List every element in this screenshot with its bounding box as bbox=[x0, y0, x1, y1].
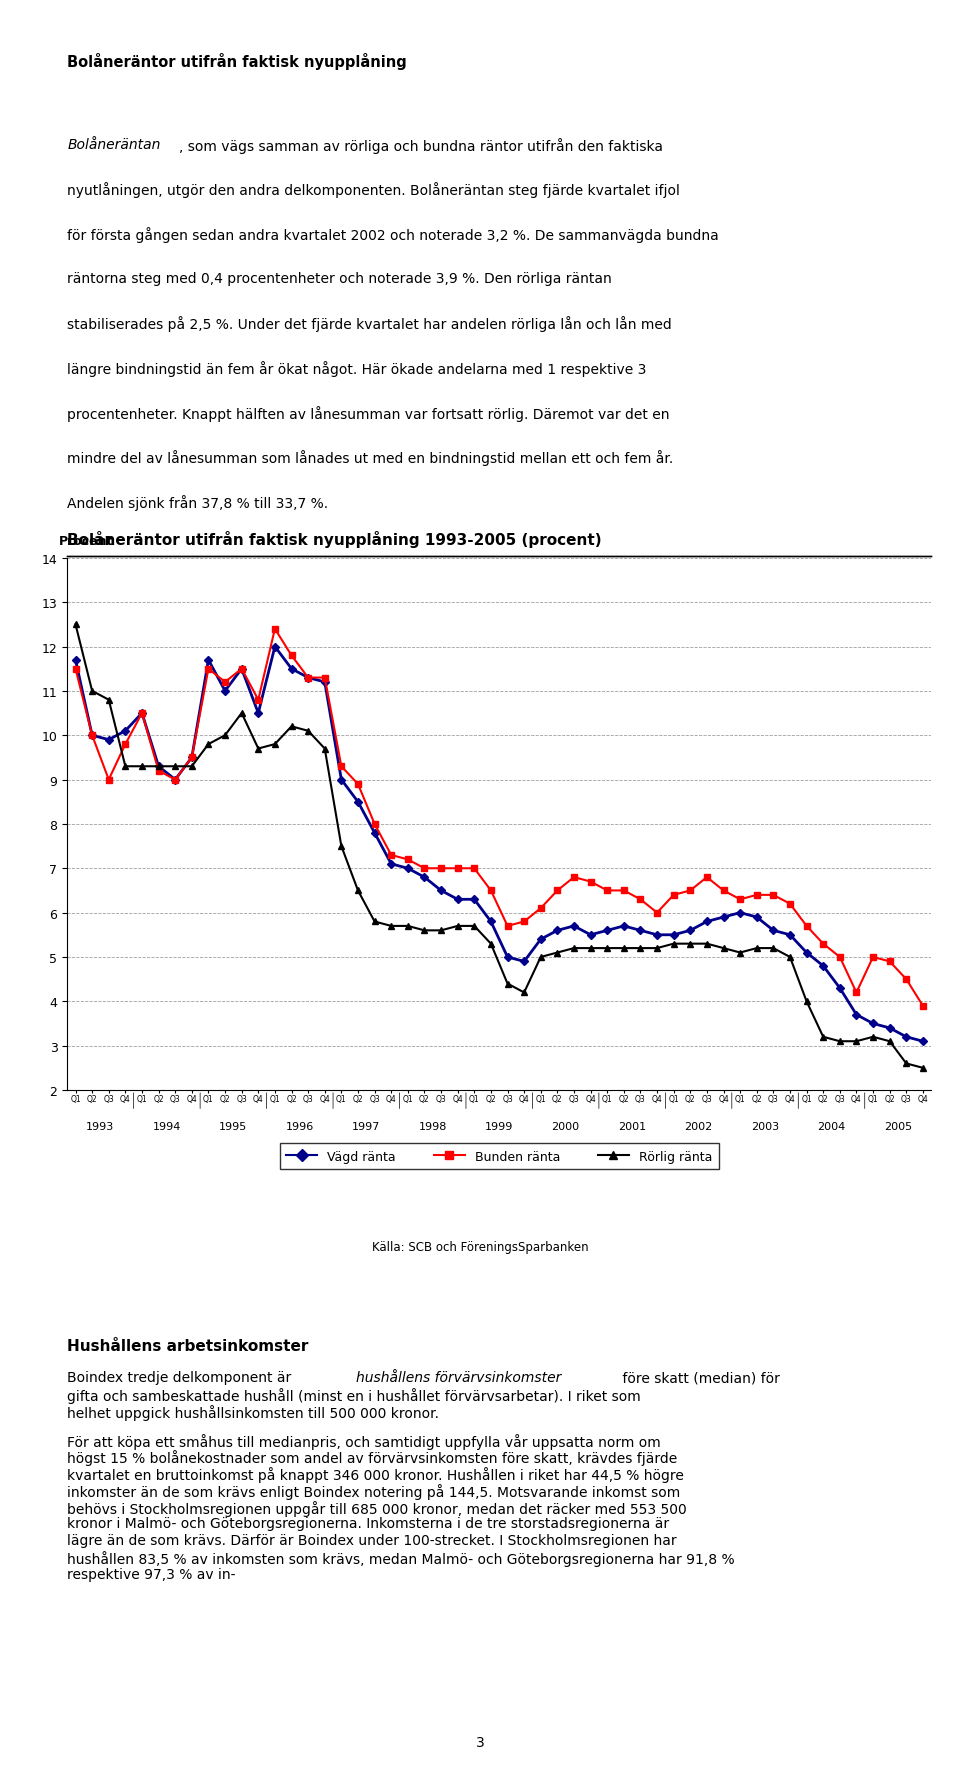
Text: 1997: 1997 bbox=[352, 1121, 380, 1131]
Bunden ränta bbox=[867, 947, 878, 968]
Text: Boindex tredje delkomponent är: Boindex tredje delkomponent är bbox=[67, 1371, 296, 1385]
Text: 1998: 1998 bbox=[419, 1121, 447, 1131]
Vägd ränta bbox=[485, 911, 496, 933]
Text: 2001: 2001 bbox=[618, 1121, 646, 1131]
Text: före skatt (median) för: före skatt (median) för bbox=[617, 1371, 780, 1385]
Text: 2000: 2000 bbox=[552, 1121, 580, 1131]
Text: Hushållens arbetsinkomster: Hushållens arbetsinkomster bbox=[67, 1339, 308, 1353]
Text: räntorna steg med 0,4 procentenheter och noterade 3,9 %. Den rörliga räntan: räntorna steg med 0,4 procentenheter och… bbox=[67, 271, 612, 285]
Text: 2003: 2003 bbox=[751, 1121, 780, 1131]
Vägd ränta bbox=[635, 920, 646, 941]
Text: 3: 3 bbox=[475, 1736, 485, 1750]
Text: inkomster än de som krävs enligt Boindex notering på 144,5. Motsvarande inkomst : inkomster än de som krävs enligt Boindex… bbox=[67, 1482, 681, 1498]
Text: helhet uppgick hushållsinkomsten till 500 000 kronor.: helhet uppgick hushållsinkomsten till 50… bbox=[67, 1404, 439, 1420]
Rörlig ränta bbox=[917, 1057, 928, 1078]
Text: behövs i Stockholmsregionen uppgår till 685 000 kronor, medan det räcker med 553: behövs i Stockholmsregionen uppgår till … bbox=[67, 1500, 687, 1516]
Rörlig ränta bbox=[369, 911, 380, 933]
Text: 2005: 2005 bbox=[884, 1121, 912, 1131]
Text: 2004: 2004 bbox=[817, 1121, 846, 1131]
Text: lägre än de som krävs. Därför är Boindex under 100-strecket. I Stockholmsregione: lägre än de som krävs. Därför är Boindex… bbox=[67, 1534, 677, 1548]
Text: hushållens förvärvsinkomster: hushållens förvärvsinkomster bbox=[356, 1371, 562, 1385]
Bunden ränta bbox=[70, 660, 82, 681]
Line: Rörlig ränta: Rörlig ränta bbox=[73, 622, 925, 1071]
Text: respektive 97,3 % av in-: respektive 97,3 % av in- bbox=[67, 1567, 236, 1582]
Text: hushållen 83,5 % av inkomsten som krävs, medan Malmö- och Göteborgsregionerna ha: hushållen 83,5 % av inkomsten som krävs,… bbox=[67, 1550, 734, 1566]
Text: 1996: 1996 bbox=[286, 1121, 314, 1131]
Line: Bunden ränta: Bunden ränta bbox=[73, 626, 925, 1009]
Bunden ränta bbox=[635, 888, 646, 911]
Bunden ränta bbox=[269, 619, 280, 640]
Text: högst 15 % bolånekostnader som andel av förvärvsinkomsten före skatt, krävdes fj: högst 15 % bolånekostnader som andel av … bbox=[67, 1450, 678, 1466]
Text: , som vägs samman av rörliga och bundna räntor utifrån den faktiska: , som vägs samman av rörliga och bundna … bbox=[180, 138, 663, 154]
Text: Procent: Procent bbox=[59, 535, 113, 548]
Text: procentenheter. Knappt hälften av lånesumman var fortsatt rörlig. Däremot var de: procentenheter. Knappt hälften av lånesu… bbox=[67, 406, 670, 422]
Text: 1994: 1994 bbox=[153, 1121, 181, 1131]
Vägd ränta bbox=[917, 1030, 928, 1051]
Text: Bolåneräntor utifrån faktisk nyupplåning 1993-2005 (procent): Bolåneräntor utifrån faktisk nyupplåning… bbox=[67, 530, 602, 548]
Vägd ränta bbox=[385, 853, 396, 874]
Vägd ränta bbox=[70, 649, 82, 670]
Bunden ränta bbox=[136, 702, 148, 723]
Text: gifta och sambeskattade hushåll (minst en i hushållet förvärvsarbetar). I riket : gifta och sambeskattade hushåll (minst e… bbox=[67, 1386, 641, 1402]
Rörlig ränta bbox=[585, 938, 596, 959]
Line: Vägd ränta: Vägd ränta bbox=[73, 644, 925, 1044]
Vägd ränta bbox=[601, 920, 612, 941]
Bunden ränta bbox=[485, 879, 496, 901]
Text: Bolåneräntor utifrån faktisk nyupplåning: Bolåneräntor utifrån faktisk nyupplåning bbox=[67, 53, 407, 71]
Legend: Vägd ränta, Bunden ränta, Rörlig ränta: Vägd ränta, Bunden ränta, Rörlig ränta bbox=[280, 1144, 718, 1168]
Text: nyutlåningen, utgör den andra delkomponenten. Bolåneräntan steg fjärde kvartalet: nyutlåningen, utgör den andra delkompone… bbox=[67, 183, 680, 199]
Text: för första gången sedan andra kvartalet 2002 och noterade 3,2 %. De sammanvägda : för första gången sedan andra kvartalet … bbox=[67, 227, 719, 243]
Text: längre bindningstid än fem år ökat något. Här ökade andelarna med 1 respektive 3: längre bindningstid än fem år ökat något… bbox=[67, 362, 647, 378]
Rörlig ränta bbox=[851, 1030, 862, 1051]
Vägd ränta bbox=[136, 702, 148, 723]
Rörlig ränta bbox=[136, 755, 148, 777]
Text: kvartalet en bruttoinkomst på knappt 346 000 kronor. Hushållen i riket har 44,5 : kvartalet en bruttoinkomst på knappt 346… bbox=[67, 1466, 684, 1482]
Bunden ränta bbox=[601, 879, 612, 901]
Vägd ränta bbox=[867, 1014, 878, 1035]
Rörlig ränta bbox=[70, 613, 82, 635]
Text: 1993: 1993 bbox=[86, 1121, 114, 1131]
Bunden ränta bbox=[917, 996, 928, 1018]
Text: Andelen sjönk från 37,8 % till 33,7 %.: Andelen sjönk från 37,8 % till 33,7 %. bbox=[67, 495, 328, 511]
Bunden ränta bbox=[385, 846, 396, 867]
Text: stabiliserades på 2,5 %. Under det fjärde kvartalet har andelen rörliga lån och : stabiliserades på 2,5 %. Under det fjärd… bbox=[67, 316, 672, 332]
Text: mindre del av lånesumman som lånades ut med en bindningstid mellan ett och fem å: mindre del av lånesumman som lånades ut … bbox=[67, 450, 674, 466]
Text: 2002: 2002 bbox=[684, 1121, 712, 1131]
Text: Bolåneräntan: Bolåneräntan bbox=[67, 138, 160, 152]
Rörlig ränta bbox=[468, 915, 480, 936]
Text: För att köpa ett småhus till medianpris, och samtidigt uppfylla vår uppsatta nor: För att köpa ett småhus till medianpris,… bbox=[67, 1433, 660, 1449]
Rörlig ränta bbox=[618, 938, 630, 959]
Text: kronor i Malmö- och Göteborgsregionerna. Inkomsterna i de tre storstadsregionern: kronor i Malmö- och Göteborgsregionerna.… bbox=[67, 1516, 669, 1530]
Vägd ränta bbox=[269, 637, 280, 658]
Text: Källa: SCB och FöreningsSparbanken: Källa: SCB och FöreningsSparbanken bbox=[372, 1239, 588, 1254]
Text: 1995: 1995 bbox=[219, 1121, 248, 1131]
Text: 1999: 1999 bbox=[485, 1121, 514, 1131]
